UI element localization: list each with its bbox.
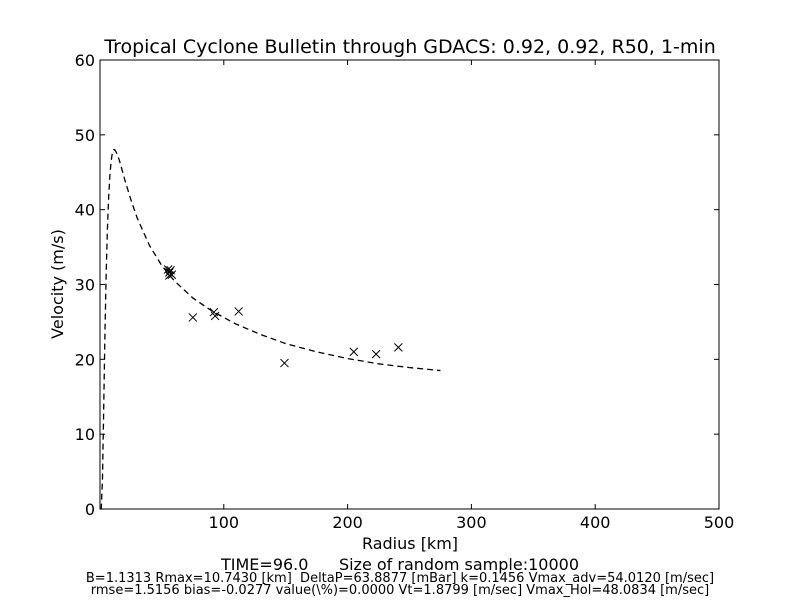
x-tick-label: 200 [332, 513, 363, 532]
y-tick-label: 30 [75, 276, 95, 295]
y-axis-label: Velocity (m/s) [48, 229, 67, 339]
observation-point [210, 311, 220, 321]
y-tick-label: 20 [75, 350, 95, 369]
observation-point [188, 313, 198, 322]
time-sample-annotation: TIME=96.0 Size of random sample:10000 [220, 555, 579, 574]
chart-title: Tropical Cyclone Bulletin through GDACS:… [103, 36, 716, 58]
y-tick-label: 10 [75, 425, 95, 444]
y-tick-label: 0 [85, 500, 95, 519]
y-tick-label: 60 [75, 51, 95, 70]
observation-point [280, 358, 289, 368]
observation-point [167, 270, 177, 280]
y-tick-label: 40 [75, 201, 95, 220]
x-tick-label: 400 [580, 513, 611, 532]
observation-point [234, 307, 244, 316]
error-annotation: rmse=1.5156 bias=-0.0277 value(\%)=0.000… [91, 583, 709, 598]
parameter-annotation: B=1.1313 Rmax=10.7430 [km] DeltaP=63.887… [86, 571, 714, 586]
plot-area [100, 149, 441, 510]
observation-point [394, 343, 403, 352]
x-tick-label: 100 [209, 513, 240, 532]
observation-point [349, 347, 359, 357]
x-tick-label: 500 [704, 513, 735, 532]
axis-ticks: 0 10 20 30 40 50 60 100 200 300 400 500 [75, 51, 735, 532]
axes-frame [99, 59, 720, 510]
x-tick-label: 300 [456, 513, 487, 532]
observation-point [371, 349, 381, 359]
x-axis-label: Radius [km] [362, 534, 458, 553]
y-tick-label: 50 [75, 126, 95, 145]
fitted-profile-line [100, 149, 441, 510]
